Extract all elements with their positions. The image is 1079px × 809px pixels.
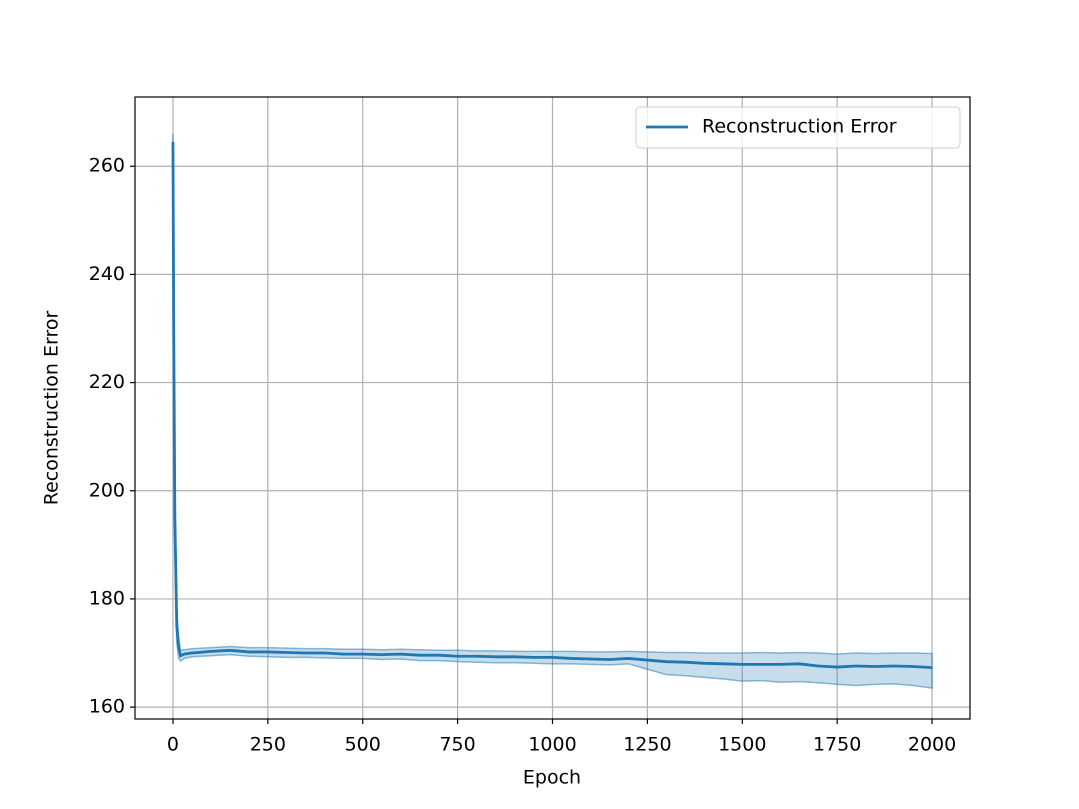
y-tick-label: 260	[89, 155, 125, 177]
x-tick-label: 250	[250, 734, 286, 756]
plot-frame	[134, 96, 971, 720]
y-tick-label: 200	[89, 479, 125, 501]
x-tick-label: 2000	[908, 734, 956, 756]
legend-label: Reconstruction Error	[702, 116, 897, 138]
y-tick-label: 180	[89, 587, 125, 609]
x-tick-label: 1750	[813, 734, 861, 756]
x-tick-label: 1250	[623, 734, 671, 756]
x-tick-label: 0	[167, 734, 179, 756]
x-tick-label: 750	[439, 734, 475, 756]
x-tick-label: 1500	[718, 734, 766, 756]
y-axis-label: Reconstruction Error	[41, 311, 63, 506]
line	[171, 141, 933, 670]
y-tick-label: 240	[89, 263, 125, 285]
confidence-band	[172, 133, 933, 690]
x-tick-label: 500	[345, 734, 381, 756]
y-tick-label: 220	[89, 371, 125, 393]
x-axis-label: Epoch	[523, 767, 581, 789]
legend-box	[635, 106, 961, 149]
y-tick-label: 160	[89, 696, 125, 718]
x-tick-label: 1000	[528, 734, 576, 756]
